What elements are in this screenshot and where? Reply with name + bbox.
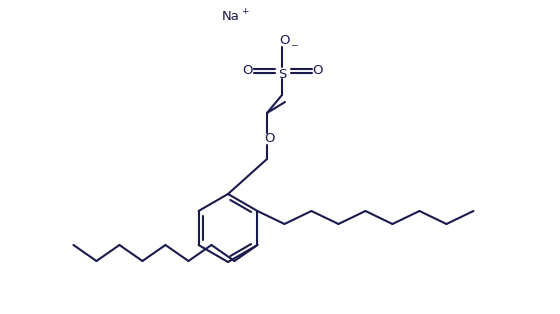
Text: S: S [278, 68, 286, 80]
Text: O: O [264, 132, 274, 144]
Text: +: + [241, 8, 249, 17]
Text: −: − [290, 41, 297, 50]
Text: Na: Na [222, 9, 240, 23]
Text: O: O [312, 64, 323, 78]
Text: O: O [242, 64, 253, 78]
Text: O: O [279, 34, 290, 46]
